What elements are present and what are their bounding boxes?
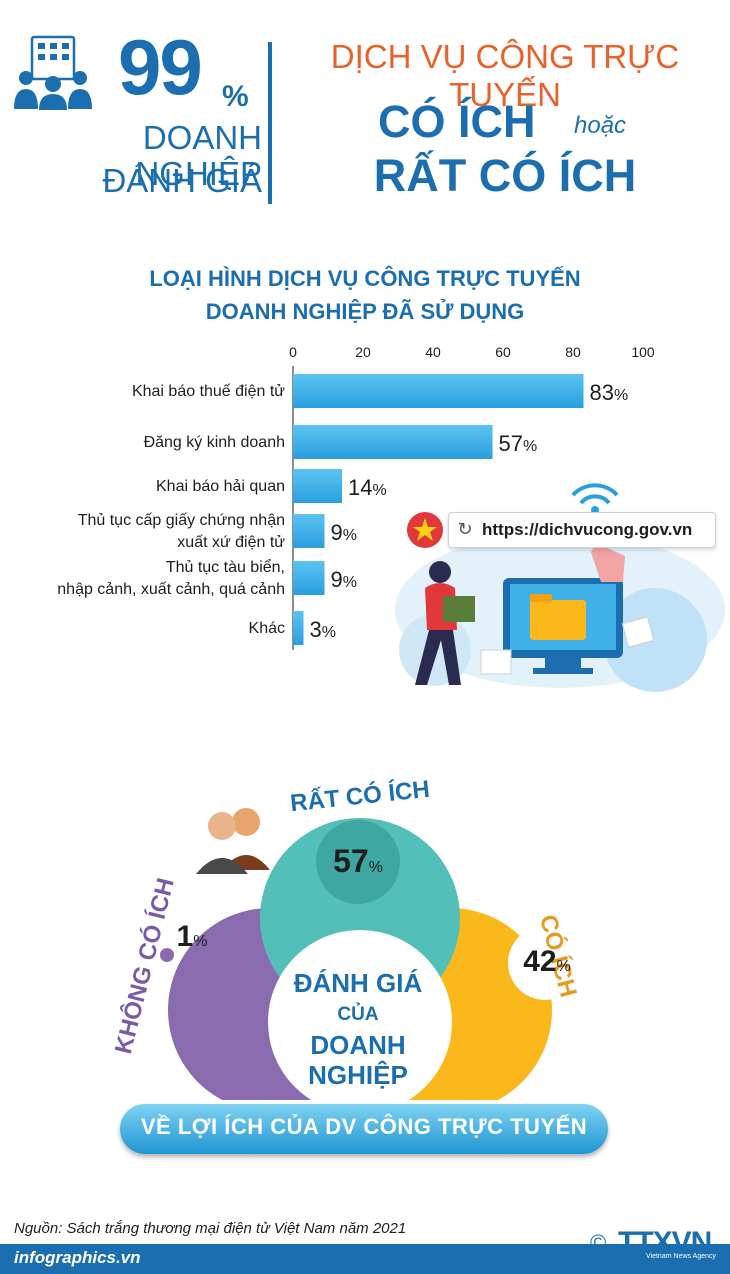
venn-value-rat-unit: % [368,859,383,876]
wifi-icon [571,483,619,514]
chart-title: LOẠI HÌNH DỊCH VỤ CÔNG TRỰC TUYẾN DOANH … [0,262,730,328]
bar-value-number: 14 [348,475,372,500]
bar [293,611,304,645]
bar-value-unit: % [343,527,357,544]
benefit-banner [120,1104,608,1154]
x-tick-label: 60 [495,344,511,360]
bar-value-unit: % [322,624,336,641]
category-label-line: Thủ tục tàu biển, [166,558,285,576]
site-link[interactable]: infographics.vn [14,1248,141,1267]
category-label: Thủ tục tàu biển, nhập cảnh, xuất cảnh, q… [57,558,285,598]
agency-subtitle: Vietnam News Agency [646,1253,716,1260]
headline-right-line2: CÓ ÍCH [378,96,536,147]
bar [293,374,584,408]
venn-dot-khong [160,948,174,962]
bar-value-label: 3% [310,617,336,642]
venn-badge-co [508,926,582,1000]
venn-value-rat-co-ich: 57% [318,843,398,880]
venn-badge-rat [316,820,400,904]
category-label: Đăng ký kinh doanh [144,434,285,451]
category-label-line: Khai báo thuế điện tử [132,383,285,400]
benefit-banner-text: VỀ LỢI ÍCH CỦA DV CÔNG TRỰC TUYẾN [140,1114,588,1139]
headline-left-line2: ĐÁNH GIÁ [102,162,262,199]
bar-value-unit: % [372,482,386,499]
bar-value-label: 57% [499,431,538,456]
source-note: Nguồn: Sách trắng thương mại điện tử Việ… [14,1220,407,1237]
venn-value-rat-number: 57 [333,843,369,879]
category-label-line: Khác [249,620,285,637]
address-bar [448,512,716,548]
venn-value-khong-co-ich: 1% [162,920,222,954]
footer-bar [0,1244,730,1274]
chart-title-line1: LOẠI HÌNH DỊCH VỤ CÔNG TRỰC TUYẾN [149,266,581,291]
venn-center-line1: ĐÁNH GIÁ [293,968,423,998]
category-label: Khác [249,620,285,637]
folder-icon [530,600,586,640]
x-tick-label: 100 [631,344,655,360]
agency-logo: TTXVN [618,1226,712,1259]
x-tick-label: 80 [565,344,581,360]
headline-left-line1: DOANH NGHIỆP [135,119,262,193]
venn-value-khong-number: 1 [176,920,194,953]
address-bar-url: https://dichvucong.gov.vn [482,520,693,539]
venn-center [268,930,452,1100]
bar-value-number: 83 [590,380,614,405]
headline-right-connector: hoặc [574,112,627,139]
venn-center-line4: NGHIỆP [308,1060,408,1090]
category-label-line: Thủ tục cấp giấy chứng nhận [78,512,285,529]
headline-right-line1: DỊCH VỤ CÔNG TRỰC TUYẾN [330,38,680,113]
bar-value-unit: % [614,387,628,404]
x-tick-label: 0 [289,344,297,360]
business-people-pair-icon [196,808,270,874]
business-people-icon [14,35,92,110]
chart-title-line2: DOANH NGHIỆP ĐÃ SỬ DỤNG [205,299,525,324]
venn-value-co-ich: 42% [507,945,587,979]
bar-value-label: 9% [331,520,357,545]
bar-value-number: 9 [331,520,343,545]
x-tick-label: 40 [425,344,441,360]
rating-venn-chart [160,808,582,1100]
bar [293,514,325,548]
bar-value-number: 57 [499,431,523,456]
refresh-icon: ↻ [457,519,473,539]
venn-value-khong-unit: % [193,933,208,950]
bar [293,425,493,459]
bar [293,469,342,503]
online-service-illustration [395,483,725,692]
venn-value-co-number: 42 [523,945,557,978]
category-label: Khai báo hải quan [156,478,285,495]
bar-chart: 0 20 40 60 80 100 83% Khai báo thuế điện tử 57% Đ… [57,344,655,650]
header-divider [268,42,272,204]
headline-percent-sign: % [222,80,249,113]
person-icon [415,561,475,685]
category-label: Thủ tục cấp giấy chứng nhận xuất xứ điện … [78,512,286,551]
bar-value-label: 83% [590,380,629,405]
category-label-line: nhập cảnh, xuất cảnh, quá cảnh [57,581,285,598]
category-label-line: xuất xứ điện tử [177,534,285,551]
bar-value-unit: % [343,574,357,591]
venn-value-co-unit: % [556,958,571,975]
venn-center-line3: DOANH [310,1030,406,1060]
category-label: Khai báo thuế điện tử [132,383,285,400]
headline-percent: 99 [118,23,203,111]
venn-center-line2: CỦA [337,1004,379,1025]
bar-value-number: 3 [310,617,322,642]
bar [293,561,325,595]
bar-value-number: 9 [331,567,343,592]
bar-value-label: 9% [331,567,357,592]
bar-value-label: 14% [348,475,387,500]
x-tick-label: 20 [355,344,371,360]
category-label-line: Đăng ký kinh doanh [144,434,285,451]
copyright-icon: © [590,1230,607,1255]
headline-right-line3: RẤT CÓ ÍCH [373,150,637,201]
category-label-line: Khai báo hải quan [156,478,285,495]
bar-value-unit: % [523,438,537,455]
